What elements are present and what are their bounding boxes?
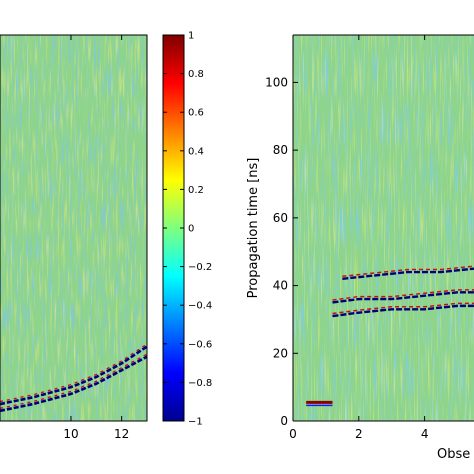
colorbar-tick-label: −0.8 bbox=[188, 378, 212, 389]
right-reflection-dark bbox=[332, 291, 474, 304]
left-x-tick-label: 10 bbox=[63, 427, 78, 441]
right-x-tick-label: 0 bbox=[289, 427, 297, 441]
colorbar: 1 0.8 0.6 0.4 0.2 0 −0.2 −0.4 −0.6 −0.8 −1 bbox=[162, 31, 212, 428]
colorbar-tick-label: −0.6 bbox=[188, 339, 212, 350]
colorbar-tick-label: 0.6 bbox=[188, 108, 204, 119]
left-panel: 10 12 bbox=[0, 34, 148, 441]
left-reflection-red bbox=[0, 353, 147, 410]
right-y-tick-label: 20 bbox=[273, 346, 288, 360]
left-plot-frame bbox=[0, 34, 148, 422]
right-reflection-red bbox=[342, 265, 474, 278]
right-x-tick-label: 4 bbox=[421, 427, 429, 441]
colorbar-tick-label: −0.2 bbox=[188, 262, 212, 273]
right-y-tick-label: 40 bbox=[273, 279, 288, 293]
colorbar-tick-label: −0.4 bbox=[188, 301, 212, 312]
colorbar-tick-label: 0.4 bbox=[188, 146, 204, 157]
right-y-axis-title: Propagation time [ns] bbox=[246, 158, 261, 299]
right-reflection-dark bbox=[342, 267, 474, 280]
right-y-tick-label: 80 bbox=[273, 143, 288, 157]
colorbar-tick-label: 0.8 bbox=[188, 69, 204, 80]
right-x-axis-title: Obse bbox=[437, 447, 470, 462]
right-y-tick-label: 60 bbox=[273, 211, 288, 225]
left-plot-noise-warm bbox=[0, 35, 147, 421]
left-reflection-dark bbox=[0, 355, 147, 413]
left-x-tick-label: 12 bbox=[114, 427, 129, 441]
colorbar-tick-label: 0.2 bbox=[188, 185, 204, 196]
left-reflection-red bbox=[0, 343, 147, 403]
right-reflection-red bbox=[332, 289, 474, 301]
colorbar-tick-label: −1 bbox=[188, 417, 203, 428]
right-reflection-dark bbox=[332, 304, 474, 318]
right-x-tick-label: 2 bbox=[355, 427, 363, 441]
colorbar-tick-label: 1 bbox=[188, 31, 194, 42]
right-plot-noise-warm bbox=[293, 35, 474, 421]
colorbar-tick-label: 0 bbox=[188, 224, 194, 235]
right-panel: 0 2 4 0 20 40 60 80 100 Propagation time [ns] O… bbox=[246, 34, 474, 462]
left-reflection-dark bbox=[0, 345, 147, 406]
right-y-tick-label: 0 bbox=[280, 414, 288, 428]
right-y-tick-label: 100 bbox=[265, 75, 288, 89]
right-reflection-red bbox=[332, 302, 474, 315]
